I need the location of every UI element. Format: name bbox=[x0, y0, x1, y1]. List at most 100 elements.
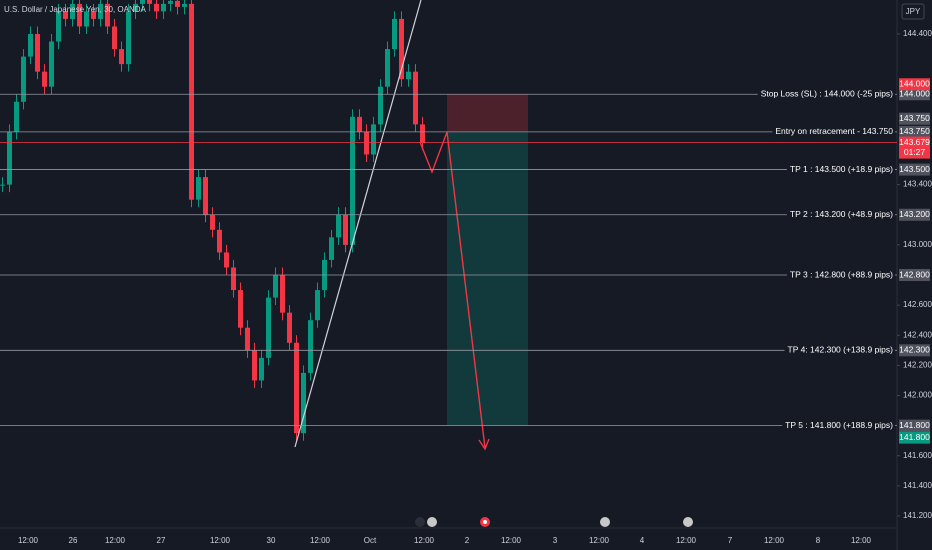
price-label: 141.200 bbox=[903, 511, 932, 520]
candle-body bbox=[224, 252, 229, 268]
level-label-bg bbox=[786, 269, 895, 281]
candle-body bbox=[413, 71, 418, 125]
candle-body bbox=[133, 3, 138, 12]
candle-body bbox=[371, 124, 376, 155]
level-label-bg bbox=[772, 125, 895, 138]
time-label: 12:00 bbox=[414, 536, 435, 545]
time-label: 4 bbox=[640, 536, 645, 545]
level-label: TP 3 : 142.800 (+88.9 pips) bbox=[790, 269, 893, 279]
candle-body bbox=[301, 372, 306, 434]
candle-body bbox=[105, 3, 110, 27]
candle-body bbox=[287, 312, 292, 343]
time-label: 12:00 bbox=[676, 536, 697, 545]
level-tag: 143.750 bbox=[899, 126, 930, 136]
level-label: Stop Loss (SL) : 144.000 (-25 pips) bbox=[761, 89, 893, 99]
price-label: 142.200 bbox=[903, 360, 932, 369]
time-label: 30 bbox=[267, 536, 276, 545]
candle-body bbox=[126, 11, 131, 65]
candle-body bbox=[42, 71, 47, 87]
price-label: 142.400 bbox=[903, 330, 932, 339]
candle-body bbox=[168, 0, 173, 4]
candle-body bbox=[119, 49, 124, 65]
candle-body bbox=[112, 26, 117, 50]
level-tag-bg bbox=[899, 269, 930, 281]
marker-label: 143.750 bbox=[899, 113, 930, 123]
candle-body bbox=[28, 34, 33, 57]
candle-body bbox=[273, 275, 278, 298]
candle-body bbox=[294, 342, 299, 434]
level-label-bg bbox=[786, 208, 895, 221]
candle-body bbox=[392, 18, 397, 50]
candle-body bbox=[0, 184, 5, 186]
candle-body bbox=[91, 11, 96, 19]
candle-body bbox=[189, 3, 194, 200]
marker-bg bbox=[899, 431, 930, 444]
candle-body bbox=[49, 41, 54, 87]
price-label: 143.400 bbox=[903, 180, 932, 189]
risk-zone bbox=[447, 94, 528, 132]
level-tag-bg bbox=[899, 419, 930, 432]
level-tag: 141.800 bbox=[899, 420, 930, 430]
candle-body bbox=[84, 11, 89, 27]
time-label: 3 bbox=[553, 536, 558, 545]
candle-body bbox=[406, 71, 411, 80]
time-label: 12:00 bbox=[589, 536, 610, 545]
level-label: TP 1 : 143.500 (+18.9 pips) bbox=[790, 164, 893, 174]
candle-body bbox=[252, 350, 257, 381]
level-tag-bg bbox=[899, 208, 930, 221]
price-label: 142.000 bbox=[903, 391, 932, 400]
candle-body bbox=[35, 34, 40, 72]
candle-body bbox=[210, 214, 215, 230]
candle-body bbox=[203, 177, 208, 215]
time-label: 12:00 bbox=[501, 536, 522, 545]
level-label: Entry on retracement - 143.750 bbox=[775, 126, 893, 136]
candle-body bbox=[315, 290, 320, 321]
marker-label: 141.800 bbox=[899, 432, 930, 442]
candle-body bbox=[357, 116, 362, 132]
candle-body bbox=[140, 0, 145, 4]
candle-body bbox=[245, 327, 250, 351]
candle-body bbox=[98, 3, 103, 19]
level-label: TP 4: 142.300 (+138.9 pips) bbox=[788, 345, 894, 355]
candle-body bbox=[217, 229, 222, 253]
price-label: 141.600 bbox=[903, 451, 932, 460]
candle-body bbox=[329, 237, 334, 260]
time-label: 7 bbox=[728, 536, 733, 545]
event-icons bbox=[415, 517, 693, 527]
time-label: 2 bbox=[465, 536, 470, 545]
candle-body bbox=[343, 214, 348, 245]
level-tag-bg bbox=[899, 163, 930, 176]
trendline bbox=[294, 0, 422, 448]
time-label: 12:00 bbox=[210, 536, 231, 545]
candle-body bbox=[147, 0, 152, 4]
level-label-bg bbox=[782, 419, 895, 432]
currency-button[interactable] bbox=[901, 3, 925, 20]
level-label: TP 2 : 143.200 (+48.9 pips) bbox=[790, 209, 893, 219]
level-tag: 142.800 bbox=[899, 269, 930, 279]
level-label-bg bbox=[786, 163, 895, 176]
time-label: 12:00 bbox=[18, 536, 39, 545]
candle-body bbox=[77, 3, 82, 27]
currency[interactable]: JPY bbox=[906, 7, 921, 16]
projection-arrow bbox=[419, 131, 486, 449]
candle-body bbox=[259, 357, 264, 381]
level-tag: 142.300 bbox=[899, 345, 930, 355]
current-price: 143.679 bbox=[899, 137, 930, 147]
level-tag: 144.000 bbox=[899, 89, 930, 99]
candle-body bbox=[56, 11, 61, 42]
candle-body bbox=[336, 214, 341, 238]
candle-body bbox=[161, 3, 166, 12]
level-tag: 143.500 bbox=[899, 164, 930, 174]
price-label: 142.600 bbox=[903, 300, 932, 309]
candle-body bbox=[420, 124, 425, 143]
candle-body bbox=[14, 101, 19, 132]
candle-body bbox=[399, 18, 404, 80]
level-tag-bg bbox=[899, 125, 930, 138]
candle-body bbox=[280, 275, 285, 313]
candle-body bbox=[385, 49, 390, 87]
candle-body bbox=[70, 3, 75, 19]
candle-body bbox=[21, 56, 26, 102]
candle-body bbox=[350, 116, 355, 245]
